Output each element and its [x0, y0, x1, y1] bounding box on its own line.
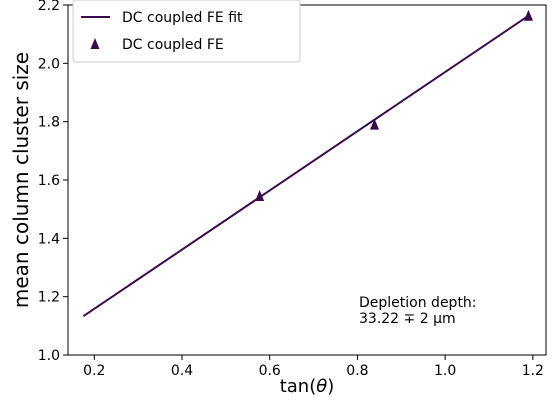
data-point-triangle — [255, 190, 265, 202]
x-tick-label: 0.6 — [259, 363, 281, 379]
y-tick-label: 2.0 — [38, 56, 60, 72]
x-axis-label: tan(θ) — [280, 376, 335, 397]
x-tick-label: 0.2 — [83, 363, 105, 379]
data-point-triangle — [370, 118, 380, 130]
x-tick-label: 0.4 — [171, 363, 193, 379]
data-point-triangle — [523, 9, 533, 21]
y-tick-label: 1.2 — [38, 290, 60, 306]
x-axis-ticks: 0.2 0.4 0.6 0.8 1.0 1.2 — [83, 355, 544, 379]
legend-triangle-swatch — [90, 38, 100, 49]
legend: DC coupled FE fit DC coupled FE — [72, 0, 301, 63]
y-axis-label: mean column cluster size — [9, 52, 33, 308]
x-tick-label: 0.8 — [346, 363, 368, 379]
x-tick-label: 1.2 — [522, 363, 544, 379]
legend-label-data: DC coupled FE — [122, 37, 224, 53]
y-tick-label: 1.0 — [38, 348, 60, 364]
legend-label-fit: DC coupled FE fit — [122, 10, 243, 26]
series-layer — [82, 9, 533, 318]
annotation-line2: 33.22 ∓ 2 µm — [359, 311, 456, 327]
y-tick-label: 1.8 — [38, 115, 60, 131]
y-tick-label: 1.6 — [38, 173, 60, 189]
y-axis-ticks: 1.0 1.2 1.4 1.6 1.8 2.0 2.2 — [38, 0, 68, 364]
y-tick-label: 2.2 — [38, 0, 60, 14]
legend-box — [72, 0, 301, 63]
x-tick-label: 1.0 — [434, 363, 456, 379]
fit-line — [82, 14, 530, 318]
y-tick-label: 1.4 — [38, 231, 60, 247]
annotation-line1: Depletion depth: — [359, 295, 477, 311]
